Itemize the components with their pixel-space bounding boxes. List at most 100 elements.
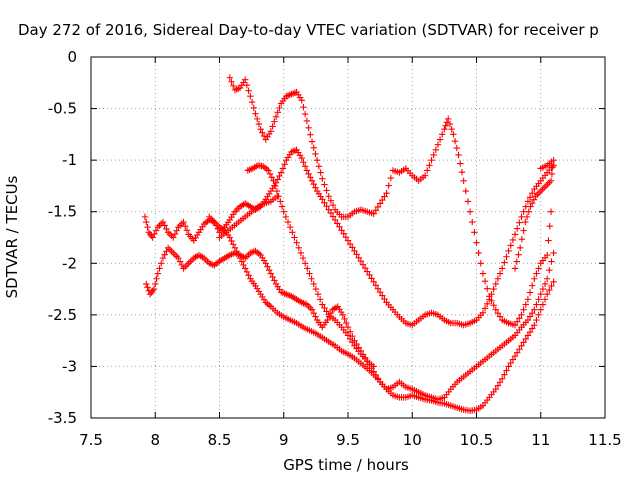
- data-point: [269, 123, 276, 130]
- data-point: [533, 316, 540, 324]
- data-point: [520, 339, 527, 346]
- data-point: [543, 291, 551, 298]
- data-point: [464, 198, 472, 205]
- data-point: [344, 237, 352, 244]
- data-point: [494, 275, 502, 282]
- data-point: [243, 81, 251, 89]
- data-point: [304, 265, 311, 272]
- data-point: [381, 295, 388, 303]
- chart-title: Day 272 of 2016, Sidereal Day-to-day VTE…: [18, 21, 599, 39]
- data-point: [152, 227, 160, 234]
- data-point: [526, 313, 534, 320]
- data-point: [349, 244, 356, 251]
- data-point: [271, 182, 279, 190]
- data-point: [533, 270, 540, 277]
- data-point: [501, 259, 508, 266]
- data-point: [368, 275, 375, 282]
- data-point: [284, 218, 292, 226]
- data-point: [238, 258, 245, 265]
- data-point: [280, 208, 287, 215]
- y-tick-label: 0: [67, 48, 77, 66]
- data-point: [528, 282, 536, 289]
- data-point: [266, 170, 274, 178]
- data-point: [546, 266, 553, 274]
- y-tick-label: -1.5: [48, 203, 77, 221]
- data-point: [228, 237, 235, 245]
- data-point: [513, 225, 521, 232]
- y-axis-label: SDTVAR / TECUs: [3, 175, 21, 298]
- data-point: [522, 335, 529, 343]
- data-point: [312, 285, 320, 293]
- data-point: [324, 316, 331, 324]
- x-tick-label: 8: [150, 431, 160, 449]
- data-point: [143, 280, 150, 288]
- data-point: [501, 371, 508, 378]
- data-point: [526, 194, 534, 201]
- x-tick-label: 8.5: [208, 431, 232, 449]
- data-point: [277, 198, 284, 205]
- data-point: [250, 104, 257, 112]
- data-point: [520, 227, 527, 234]
- data-point: [479, 270, 487, 277]
- data-point: [143, 218, 150, 226]
- data-point: [331, 216, 339, 224]
- data-point: [481, 277, 489, 285]
- data-point: [340, 230, 347, 237]
- data-point: [499, 265, 506, 272]
- data-point: [323, 308, 330, 315]
- data-point: [153, 275, 160, 282]
- data-point: [144, 284, 151, 291]
- data-point: [441, 126, 448, 133]
- data-point: [267, 270, 275, 277]
- data-point: [492, 280, 499, 288]
- data-point: [312, 313, 319, 320]
- data-point: [528, 189, 536, 197]
- data-point: [535, 311, 542, 319]
- data-point: [173, 227, 180, 234]
- data-point: [547, 177, 555, 184]
- data-point: [334, 220, 341, 227]
- data-point: [226, 74, 233, 81]
- data-point: [325, 206, 332, 213]
- data-point: [533, 301, 540, 308]
- data-point: [372, 282, 380, 289]
- data-point: [505, 363, 512, 370]
- data-point: [372, 371, 380, 379]
- data-point: [344, 332, 352, 339]
- data-point: [539, 301, 547, 308]
- x-tick-label: 11.5: [588, 431, 621, 449]
- data-point: [338, 227, 345, 234]
- data-point: [161, 222, 168, 229]
- data-point: [547, 208, 555, 215]
- axis-ticks: 7.5 8 8.5 9 9.5 10 10.5 11 11.5 0 -0.5 -1 -1.5 -2 -2.5…: [48, 48, 622, 449]
- y-tick-label: -3: [62, 357, 77, 375]
- data-point: [346, 240, 354, 248]
- data-point: [376, 200, 384, 207]
- x-axis-label: GPS time / hours: [283, 456, 409, 474]
- data-point: [295, 244, 302, 252]
- data-point: [492, 306, 499, 313]
- data-point: [329, 213, 337, 220]
- data-point: [473, 239, 480, 246]
- data-point: [522, 218, 529, 226]
- data-point: [299, 254, 307, 262]
- data-point: [269, 273, 276, 281]
- data-point: [466, 208, 474, 215]
- data-point: [161, 251, 168, 258]
- data-point: [494, 382, 502, 389]
- y-tick-label: -0.5: [48, 100, 77, 118]
- y-tick-label: -2: [62, 254, 77, 272]
- data-point: [267, 128, 275, 135]
- data-point: [314, 291, 322, 298]
- data-point: [171, 230, 179, 238]
- data-point: [291, 234, 298, 241]
- data-point: [539, 285, 547, 293]
- data-point: [276, 172, 283, 180]
- data-point: [524, 296, 532, 303]
- data-point: [230, 241, 237, 248]
- data-point: [228, 78, 235, 85]
- data-point: [537, 306, 544, 313]
- data-point: [513, 349, 521, 356]
- data-point: [264, 263, 271, 270]
- data-point: [211, 218, 218, 226]
